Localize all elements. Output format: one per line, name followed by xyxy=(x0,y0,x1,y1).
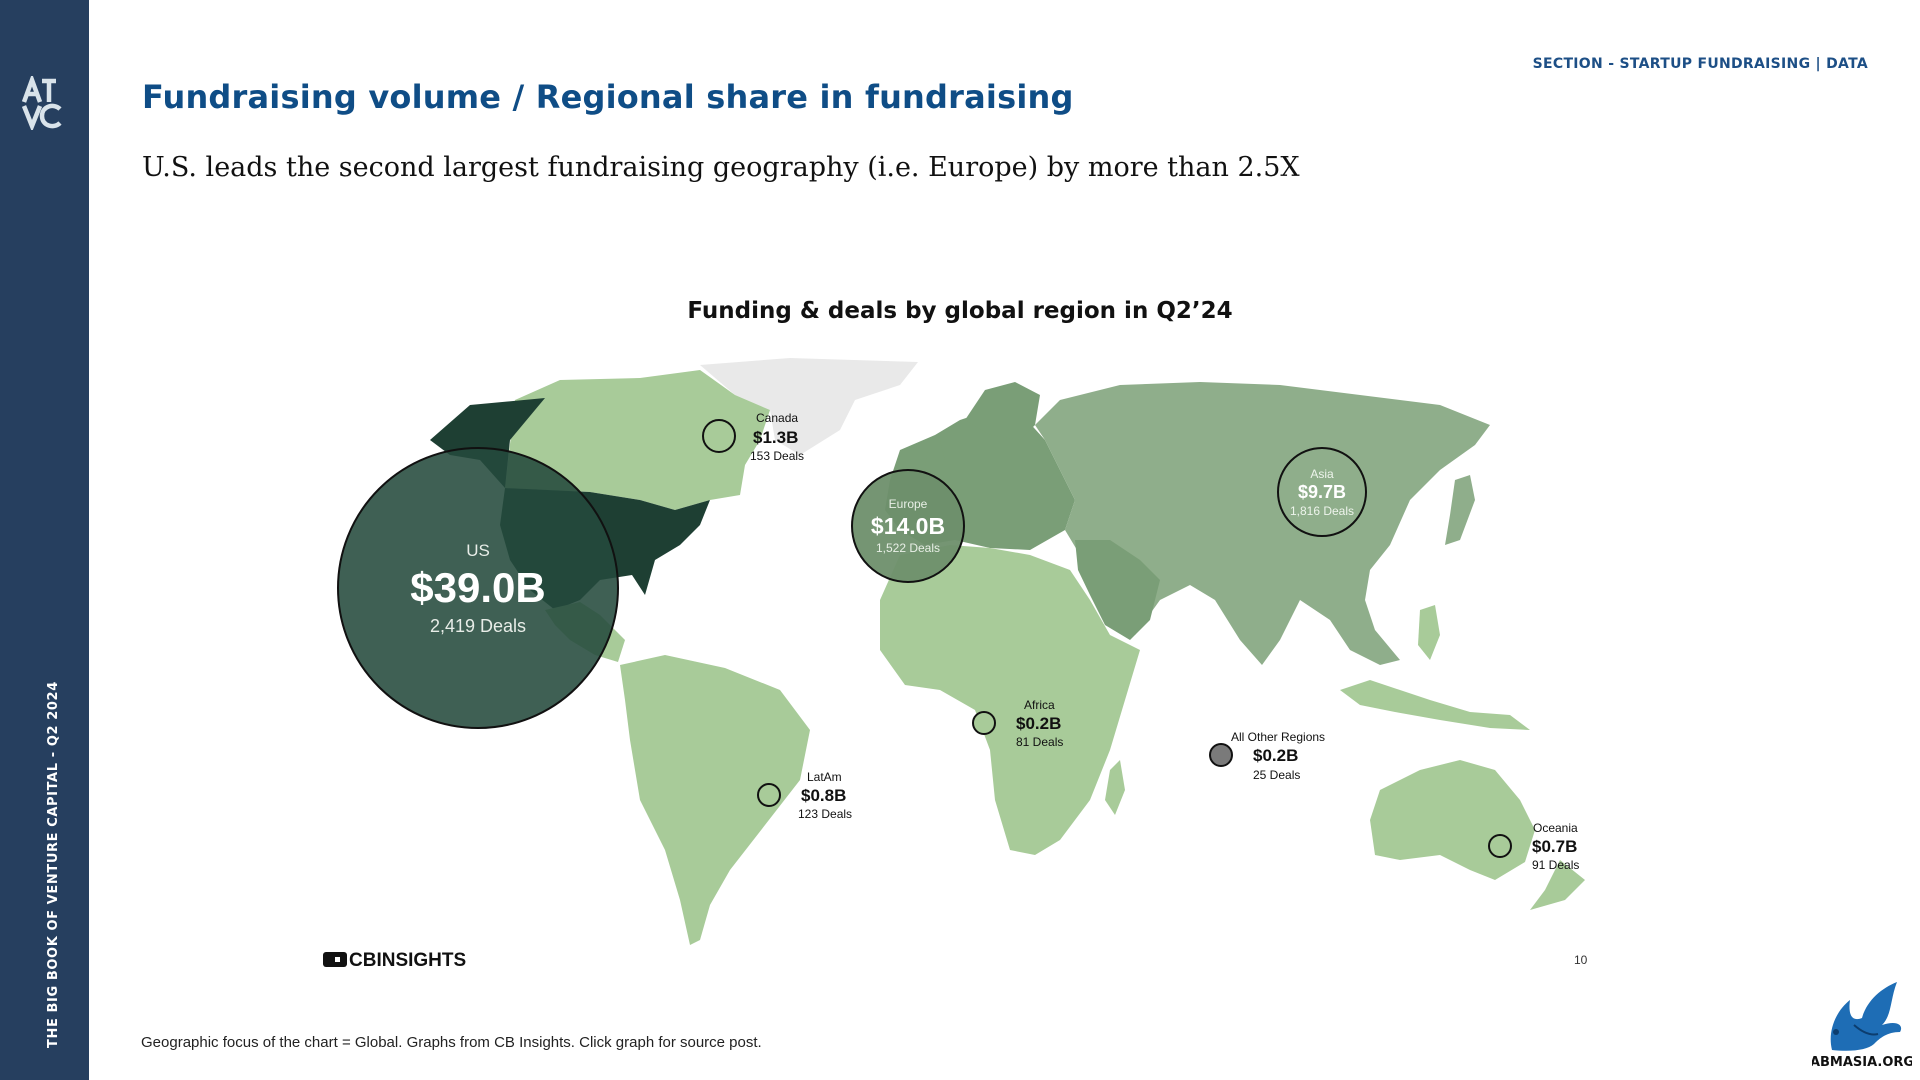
page-subtitle: U.S. leads the second largest fundraisin… xyxy=(142,152,1300,183)
africa-label: Africa xyxy=(1024,698,1055,712)
other-regions-label: All Other Regions xyxy=(1231,730,1325,744)
atvc-logo xyxy=(21,76,62,130)
europe-deals: 1,522 Deals xyxy=(876,541,940,555)
page-number: 10 xyxy=(1574,953,1588,967)
africa-amount: $0.2B xyxy=(1016,714,1061,733)
madagascar-shape xyxy=(1105,760,1125,815)
africa-deals: 81 Deals xyxy=(1016,735,1063,749)
canada-deals: 153 Deals xyxy=(750,449,804,463)
sidebar-vertical-text: THE BIG BOOK OF VENTURE CAPITAL - Q2 202… xyxy=(46,681,61,1048)
alaska-shape xyxy=(430,398,545,488)
south-america-shape xyxy=(620,655,810,945)
scandinavia-shape xyxy=(965,382,1040,440)
abmasia-logo: ABMASIA.ORG xyxy=(1812,982,1912,1070)
asia-label: Asia xyxy=(1310,467,1334,481)
oceania-bubble[interactable] xyxy=(1488,834,1512,858)
europe-bubble[interactable] xyxy=(851,469,965,583)
philippines-shape xyxy=(1418,605,1440,660)
europe-label: Europe xyxy=(889,497,928,511)
africa-shape xyxy=(880,545,1140,855)
latam-label: LatAm xyxy=(807,770,842,784)
figure-title: Funding & deals by global region in Q2’2… xyxy=(687,298,1233,324)
section-label: SECTION - STARTUP FUNDRAISING | DATA xyxy=(1532,56,1868,72)
canada-label: Canada xyxy=(756,411,798,425)
oceania-deals: 91 Deals xyxy=(1532,858,1579,872)
middle-east-shape xyxy=(1075,540,1160,640)
canada-bubble[interactable] xyxy=(702,419,736,453)
cbinsights-logo: CBINSIGHTS xyxy=(323,950,466,970)
footnote: Geographic focus of the chart = Global. … xyxy=(141,1034,762,1051)
greenland-shape xyxy=(700,358,918,455)
other-regions-deals: 25 Deals xyxy=(1253,768,1300,782)
us-deals: 2,419 Deals xyxy=(430,616,526,636)
us-amount: $39.0B xyxy=(410,564,545,611)
europe-amount: $14.0B xyxy=(871,513,945,539)
asia-amount: $9.7B xyxy=(1298,482,1346,502)
uk-shape xyxy=(925,440,945,478)
asia-deals: 1,816 Deals xyxy=(1290,504,1354,518)
other-regions-bubble[interactable] xyxy=(1209,743,1233,767)
new-zealand-shape xyxy=(1530,860,1585,910)
canada-amount: $1.3B xyxy=(753,428,798,447)
latam-deals: 123 Deals xyxy=(798,807,852,821)
cbinsights-logo-text: CBINSIGHTS xyxy=(349,950,466,970)
asia-bubble[interactable] xyxy=(1277,447,1367,537)
indonesia-shape xyxy=(1340,680,1530,730)
oceania-amount: $0.7B xyxy=(1532,837,1577,856)
us-label: US xyxy=(466,541,490,560)
japan-shape xyxy=(1445,475,1475,545)
oceania-label: Oceania xyxy=(1533,821,1578,835)
us-bubble[interactable] xyxy=(337,447,619,729)
australia-shape xyxy=(1370,760,1535,880)
watermark-text: ABMASIA.ORG xyxy=(1812,1055,1912,1070)
latam-amount: $0.8B xyxy=(801,786,846,805)
other-regions-amount: $0.2B xyxy=(1253,746,1298,765)
page-title: Fundraising volume / Regional share in f… xyxy=(142,78,1074,116)
latam-bubble[interactable] xyxy=(757,783,781,807)
sidebar: THE BIG BOOK OF VENTURE CAPITAL - Q2 202… xyxy=(0,0,89,1080)
world-map[interactable]: US $39.0B 2,419 Deals Europe $14.0B 1,52… xyxy=(320,350,1610,970)
africa-bubble[interactable] xyxy=(972,711,996,735)
canada-shape xyxy=(505,370,770,510)
